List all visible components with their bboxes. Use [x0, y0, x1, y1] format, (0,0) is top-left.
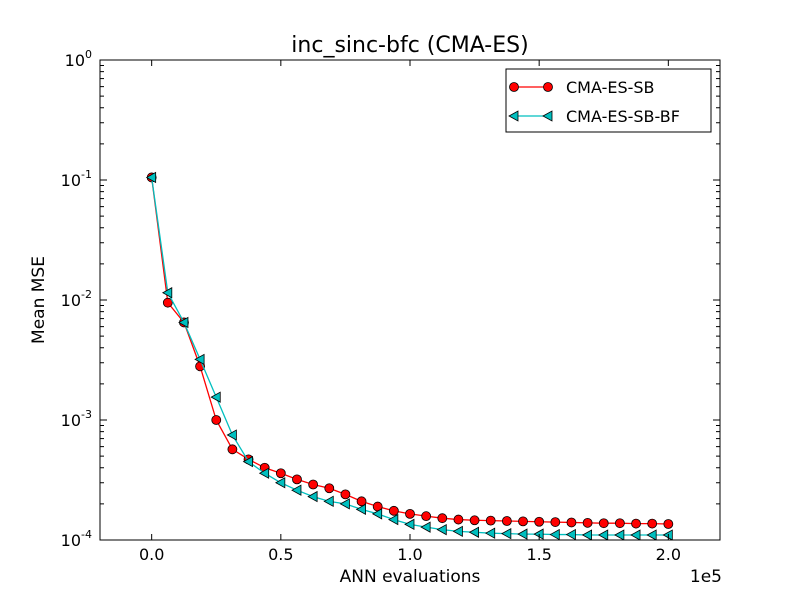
data-point-1 [275, 477, 286, 489]
x-tick-label: 2.0 [656, 545, 681, 564]
y-axis-label: Mean MSE [29, 256, 49, 344]
data-point-0 [421, 511, 432, 522]
data-point-1 [388, 513, 399, 526]
y-tick-label: 10-3 [61, 408, 92, 430]
data-point-1 [517, 528, 528, 540]
data-point-0 [631, 518, 641, 529]
data-point-1 [501, 527, 512, 540]
data-point-1 [468, 526, 479, 538]
data-point-0 [275, 468, 286, 479]
plot-area [100, 60, 720, 540]
legend-label-cma-es-sb: CMA-ES-SB [566, 78, 655, 97]
data-point-0 [647, 518, 658, 529]
data-point-0 [388, 505, 399, 516]
x-tick-label: 0.0 [139, 545, 164, 564]
x-tick-label: 0.5 [268, 545, 293, 564]
legend: CMA-ES-SB CMA-ES-SB-BF [505, 68, 712, 133]
data-point-1 [436, 523, 447, 536]
ticks-layer: 0.0 0.5 1.0 1.5 2.0 10-4 10-3 10-2 10-1 100 [61, 48, 720, 564]
data-point-0 [437, 513, 448, 524]
data-point-0 [227, 444, 238, 455]
data-point-1 [291, 484, 302, 496]
data-point-1 [420, 521, 431, 533]
data-point-0 [292, 474, 302, 485]
legend-marker-cma-es-sb-bf-end [542, 110, 553, 122]
data-point-1 [404, 518, 415, 531]
data-point-0 [453, 514, 464, 525]
data-point-1 [210, 391, 221, 403]
legend-marker-cma-es-sb [509, 82, 519, 92]
data-point-0 [518, 516, 528, 527]
data-point-0 [340, 489, 351, 500]
data-point-1 [145, 171, 157, 184]
data-point-0 [663, 519, 674, 529]
data-point-1 [484, 527, 496, 539]
data-point-0 [550, 517, 561, 527]
x-tick-label: 1.5 [526, 545, 551, 564]
data-point-1 [565, 528, 576, 540]
data-point-0 [324, 483, 335, 494]
data-point-1 [614, 529, 625, 540]
legend-marker-cma-es-sb-bf [508, 110, 519, 122]
data-point-1 [355, 503, 366, 516]
data-point-1 [258, 467, 270, 479]
y-tick-label: 10-4 [61, 528, 92, 550]
data-point-1 [371, 508, 383, 520]
legend-label-cma-es-sb-bf: CMA-ES-SB-BF [566, 107, 680, 126]
data-point-1 [242, 455, 253, 468]
data-point-1 [581, 529, 593, 540]
data-point-0 [405, 509, 415, 519]
data-point-0 [308, 479, 319, 490]
chart-title: inc_sinc-bfc (CMA-ES) [291, 33, 528, 58]
data-point-1 [452, 525, 463, 538]
y-tick-label: 100 [65, 48, 92, 70]
series-layer [145, 171, 674, 540]
data-point-1 [339, 498, 350, 510]
y-tick-label: 10-1 [61, 168, 92, 190]
data-point-0 [566, 517, 577, 528]
x-offset-label: 1e5 [690, 567, 722, 587]
x-axis-label: ANN evaluations [340, 567, 481, 587]
data-point-0 [614, 518, 625, 529]
legend-marker-cma-es-sb-end [543, 82, 553, 92]
data-point-0 [211, 415, 222, 425]
x-tick-label: 1.0 [397, 545, 422, 564]
data-point-1 [323, 495, 334, 508]
data-point-0 [162, 297, 173, 308]
data-point-1 [178, 316, 189, 329]
data-point-1 [646, 529, 657, 540]
data-point-1 [161, 287, 173, 299]
data-point-0 [485, 515, 496, 526]
data-point-1 [549, 528, 560, 540]
data-point-1 [307, 490, 318, 503]
data-point-0 [582, 517, 593, 528]
data-point-0 [356, 496, 367, 507]
y-tick-label: 10-2 [61, 288, 92, 310]
data-point-0 [469, 515, 480, 526]
data-point-0 [598, 518, 609, 529]
data-point-1 [630, 529, 641, 540]
legend-box [505, 68, 712, 133]
data-point-0 [534, 516, 545, 527]
data-point-1 [597, 529, 609, 540]
data-point-1 [226, 429, 237, 441]
plot-frame [99, 59, 721, 541]
data-point-0 [501, 516, 512, 526]
data-point-1 [194, 353, 205, 366]
